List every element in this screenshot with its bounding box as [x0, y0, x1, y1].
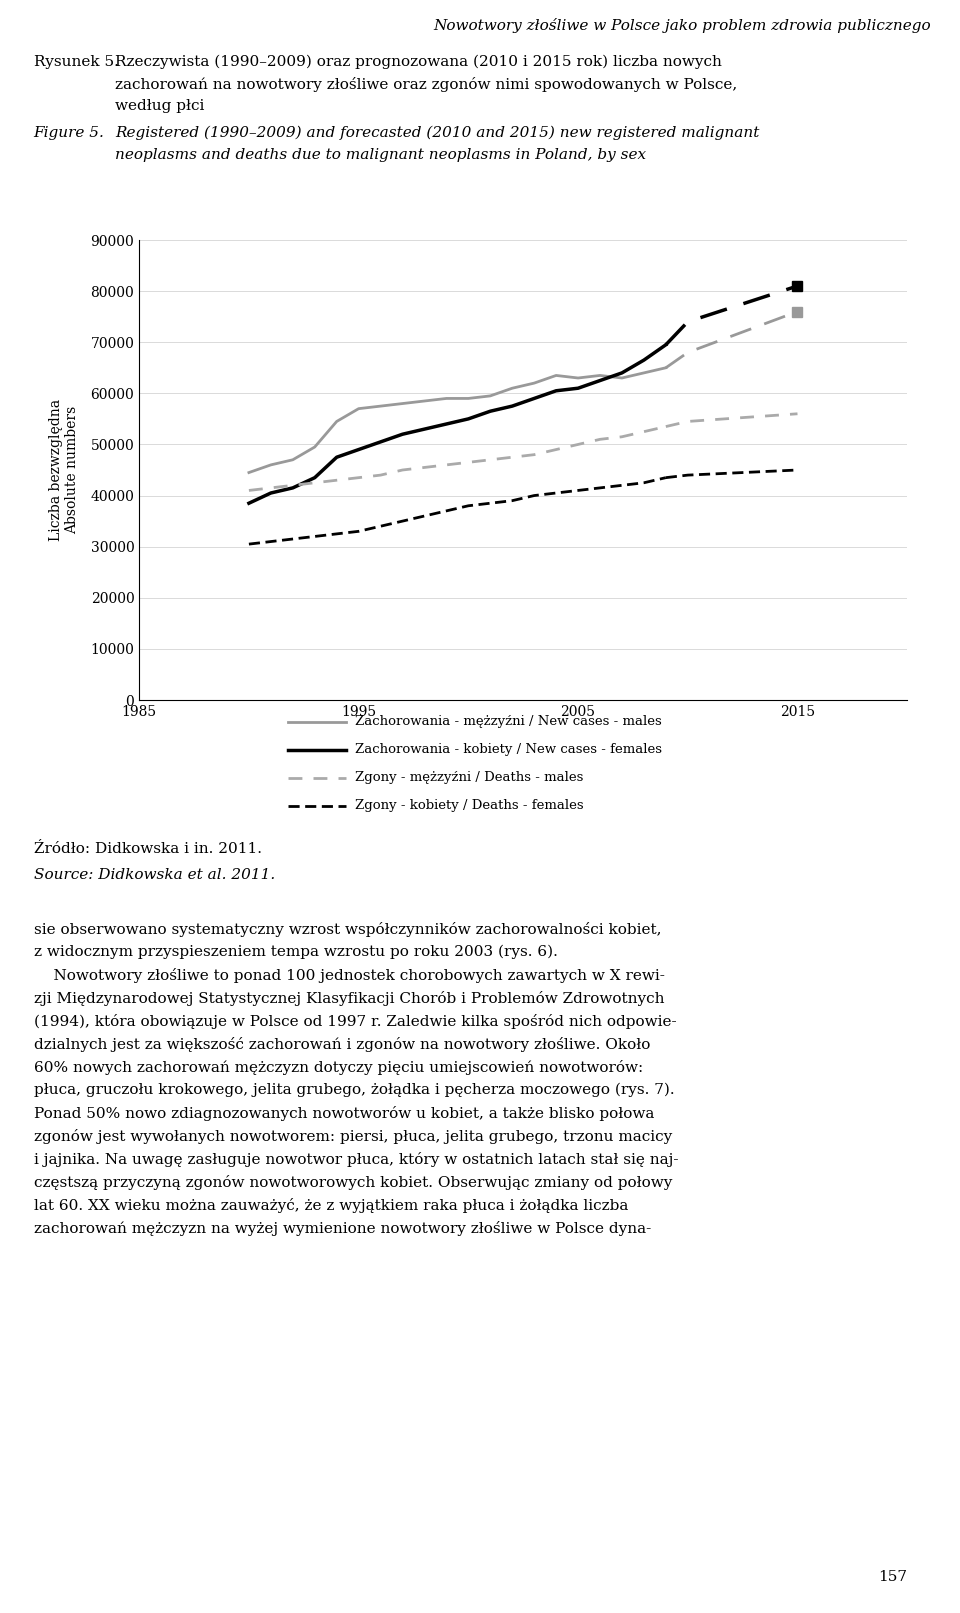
Text: Źródło: Didkowska i in. 2011.: Źródło: Didkowska i in. 2011.: [34, 842, 261, 857]
Text: Zgony - mężzyźni / Deaths - males: Zgony - mężzyźni / Deaths - males: [355, 771, 584, 784]
Text: Source: Didkowska et al. 2011.: Source: Didkowska et al. 2011.: [34, 868, 275, 882]
Text: częstszą przyczyną zgonów nowotworowych kobiet. Obserwując zmiany od połowy: częstszą przyczyną zgonów nowotworowych …: [34, 1174, 672, 1190]
Text: dzialnych jest za większość zachorowań i zgonów na nowotwory złośliwe. Około: dzialnych jest za większość zachorowań i…: [34, 1037, 650, 1052]
Text: Nowotwory złośliwe w Polsce jako problem zdrowia publicznego: Nowotwory złośliwe w Polsce jako problem…: [434, 18, 931, 32]
Text: Rysunek 5.: Rysunek 5.: [34, 55, 118, 69]
Text: płuca, gruczołu krokowego, jelita grubego, żołądka i pęcherza moczowego (rys. 7): płuca, gruczołu krokowego, jelita grubeg…: [34, 1082, 674, 1097]
Text: 60% nowych zachorowań mężczyzn dotyczy pięciu umiejscowień nowotworów:: 60% nowych zachorowań mężczyzn dotyczy p…: [34, 1060, 643, 1074]
Text: Rzeczywista (1990–2009) oraz prognozowana (2010 i 2015 rok) liczba nowych: Rzeczywista (1990–2009) oraz prognozowan…: [115, 55, 722, 69]
Text: (1994), która obowiązuje w Polsce od 1997 r. Zaledwie kilka spośród nich odpowie: (1994), która obowiązuje w Polsce od 199…: [34, 1015, 676, 1029]
Text: zji Międzynarodowej Statystycznej Klasyfikacji Chorób i Problemów Zdrowotnych: zji Międzynarodowej Statystycznej Klasyf…: [34, 990, 664, 1007]
Text: zgonów jest wywołanych nowotworem: piersi, płuca, jelita grubego, trzonu macicy: zgonów jest wywołanych nowotworem: piers…: [34, 1129, 672, 1144]
Text: Figure 5.: Figure 5.: [34, 126, 105, 140]
Text: 157: 157: [878, 1569, 907, 1584]
Text: Zachorowania - mężzyźni / New cases - males: Zachorowania - mężzyźni / New cases - ma…: [355, 716, 662, 729]
Text: zachorowań na nowotwory złośliwe oraz zgonów nimi spowodowanych w Polsce,: zachorowań na nowotwory złośliwe oraz zg…: [115, 77, 737, 92]
Text: Ponad 50% nowo zdiagnozowanych nowotworów u kobiet, a także blisko połowa: Ponad 50% nowo zdiagnozowanych nowotworó…: [34, 1107, 654, 1121]
Text: neoplasms and deaths due to malignant neoplasms in Poland, by sex: neoplasms and deaths due to malignant ne…: [115, 148, 646, 161]
Text: lat 60. XX wieku można zauważyć, że z wyjątkiem raka płuca i żołądka liczba: lat 60. XX wieku można zauważyć, że z wy…: [34, 1198, 628, 1213]
Text: i jajnika. Na uwagę zasługuje nowotwor płuca, który w ostatnich latach stał się : i jajnika. Na uwagę zasługuje nowotwor p…: [34, 1152, 678, 1166]
Text: Registered (1990–2009) and forecasted (2010 and 2015) new registered malignant: Registered (1990–2009) and forecasted (2…: [115, 126, 759, 140]
Text: sie obserwowano systematyczny wzrost współczynników zachorowalności kobiet,: sie obserwowano systematyczny wzrost wsp…: [34, 923, 661, 937]
Text: Zachorowania - kobiety / New cases - females: Zachorowania - kobiety / New cases - fem…: [355, 744, 662, 756]
Y-axis label: Liczba bezwzględna
Absolute numbers: Liczba bezwzględna Absolute numbers: [49, 398, 80, 540]
Text: zachorowań mężczyzn na wyżej wymienione nowotwory złośliwe w Polsce dyna-: zachorowań mężczyzn na wyżej wymienione …: [34, 1221, 651, 1236]
Text: Zgony - kobiety / Deaths - females: Zgony - kobiety / Deaths - females: [355, 800, 584, 813]
Text: z widocznym przyspieszeniem tempa wzrostu po roku 2003 (rys. 6).: z widocznym przyspieszeniem tempa wzrost…: [34, 945, 558, 960]
Text: Nowotwory złośliwe to ponad 100 jednostek chorobowych zawartych w X rewi-: Nowotwory złośliwe to ponad 100 jednoste…: [34, 968, 664, 982]
Text: według płci: według płci: [115, 98, 204, 113]
